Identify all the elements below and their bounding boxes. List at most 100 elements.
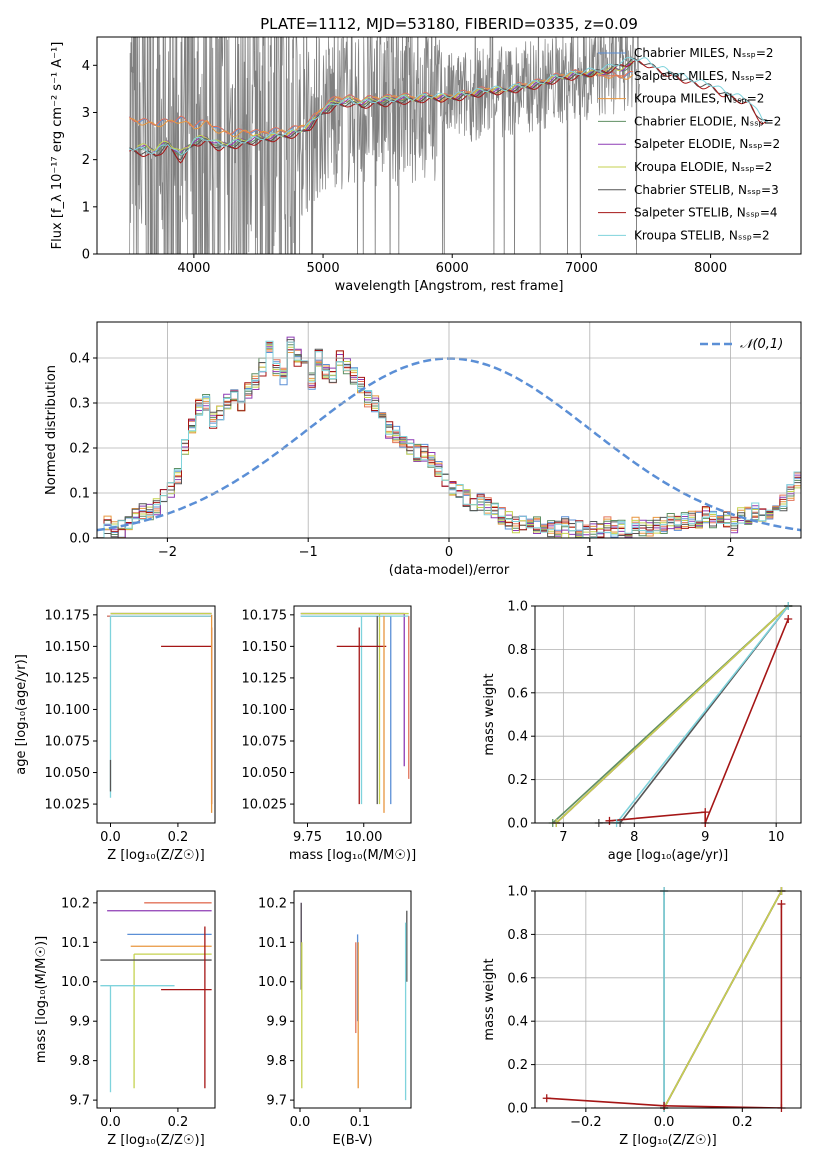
legend-label: Chabrier STELIB, Nₛₛₚ=3: [634, 183, 779, 197]
y-tick-label: 10.100: [242, 703, 288, 718]
x-tick-label: 10: [768, 830, 785, 845]
y-axis-label: age [log₁₀(age/yr)]: [14, 654, 29, 775]
y-tick-label: 0.6: [507, 686, 528, 701]
y-tick-label: 10.175: [242, 608, 288, 623]
y-tick-label: 10.0: [258, 975, 287, 990]
y-axis-label: Normed distribution: [44, 365, 59, 495]
figure-title: PLATE=1112, MJD=53180, FIBERID=0335, z=0…: [260, 15, 638, 33]
x-tick-label: 0.0: [290, 1115, 311, 1130]
y-axis-label: mass [log₁₀(M/M☉)]: [34, 936, 49, 1063]
legend-label: 𝒩(0,1): [740, 337, 783, 352]
y-tick-label: 0.0: [69, 532, 90, 547]
y-tick-label: 0.0: [507, 1102, 528, 1117]
y-tick-label: 10.050: [242, 766, 288, 781]
series-line-salpeter-stelib: [609, 618, 789, 823]
legend-label: Salpeter ELODIE, Nₛₛₚ=2: [634, 137, 780, 151]
x-axis-label: age [log₁₀(age/yr)]: [608, 848, 729, 863]
y-tick-label: 0.4: [69, 352, 90, 367]
model-line-salpeter-elodie: [136, 61, 634, 153]
mass_vs_Z-plot-area: [100, 902, 212, 1093]
y-tick-label: 10.125: [45, 671, 91, 686]
x-tick-label: 9.75: [293, 830, 322, 845]
observed-spectrum-line: [129, 37, 640, 254]
y-tick-label: 0.2: [69, 442, 90, 457]
y-tick-label: 10.150: [45, 640, 91, 655]
model-line-salpeter-miles: [128, 69, 634, 135]
age_vs_mass-panel: 9.75 10.00 10.025 10.050 10.075 10.100 10.125 1…: [242, 605, 416, 863]
y-tick-label: 0.2: [507, 773, 528, 788]
x-tick-label: 0.0: [100, 830, 121, 845]
axes-frame: [293, 890, 412, 1109]
y-tick-label: 1.0: [507, 600, 528, 615]
mass_weight_vs_Z-panel: −0.2 0.0 0.2 0.0 0.2 0.4 0.6 0.8 1.0 Z [log₁₀(Z/Z…: [482, 885, 802, 1148]
y-tick-label: 10.175: [45, 608, 91, 623]
y-tick-label: 9.9: [266, 1015, 287, 1030]
legend-label: Kroupa ELODIE, Nₛₛₚ=2: [634, 160, 772, 174]
legend-label: Kroupa MILES, Nₛₛₚ=2: [634, 92, 764, 106]
y-tick-label: 1.0: [507, 885, 528, 900]
series-line-salpeter-stelib: [546, 904, 783, 1108]
y-tick-label: 0: [82, 248, 90, 263]
x-tick-label: 5000: [307, 261, 340, 276]
y-tick-label: 10.075: [45, 734, 91, 749]
axes-frame: [534, 890, 802, 1109]
y-tick-label: 9.8: [266, 1054, 287, 1069]
y-tick-label: 10.050: [45, 766, 91, 781]
y-tick-label: 0.1: [69, 487, 90, 502]
x-tick-label: 9: [701, 830, 709, 845]
x-tick-label: 7: [559, 830, 567, 845]
model-line-kroupa-elodie: [136, 61, 634, 151]
x-axis-label: (data-model)/error: [389, 563, 510, 578]
x-tick-label: 10.00: [345, 830, 382, 845]
y-tick-label: 9.9: [69, 1015, 90, 1030]
y-tick-label: 10.100: [45, 703, 91, 718]
y-axis-label: Flux [f_λ 10⁻¹⁷ erg cm⁻² s⁻¹ A⁻¹]: [50, 42, 65, 250]
series-line-chabrier-stelib: [598, 606, 789, 823]
y-tick-label: 3: [82, 106, 90, 121]
y-tick-label: 10.150: [242, 640, 288, 655]
data-point-marker: [605, 816, 614, 825]
legend-label: Salpeter STELIB, Nₛₛₚ=4: [634, 206, 778, 220]
axes-frame: [96, 605, 216, 824]
axes-frame: [293, 605, 412, 824]
y-tick-label: 2: [82, 153, 90, 168]
axes-frame: [96, 36, 802, 255]
x-tick-label: 4000: [177, 261, 210, 276]
age_vs_mass-plot-area: [300, 612, 410, 813]
axes-frame: [96, 321, 802, 539]
y-axis-label: mass weight: [482, 958, 497, 1040]
legend-label: Chabrier ELODIE, Nₛₛₚ=2: [634, 114, 781, 128]
model-line-kroupa-miles: [129, 70, 634, 138]
series-line-kroupa-stelib: [615, 606, 789, 823]
y-tick-label: 1: [82, 200, 90, 215]
y-tick-label: 0.2: [507, 1058, 528, 1073]
series-line-kroupa-elodie: [663, 891, 783, 1108]
spectrum-panel: 4000 5000 6000 7000 8000 0 1 2 3 4 wavelength [Ang…: [50, 36, 802, 294]
data-point-marker: [784, 615, 793, 624]
legend-label: Kroupa STELIB, Nₛₛₚ=2: [634, 228, 770, 242]
y-tick-label: 10.1: [258, 936, 287, 951]
y-tick-label: 10.0: [61, 975, 90, 990]
y-tick-label: 0.3: [69, 397, 90, 412]
y-tick-label: 9.7: [266, 1094, 287, 1109]
residuals-panel: −2 −1 0 1 2 0.0 0.1 0.2 0.3 0.4 (data-model)/error…: [44, 321, 802, 578]
x-tick-label: 0.2: [168, 1115, 189, 1130]
x-axis-label: mass [log₁₀(M/M☉)]: [289, 848, 416, 863]
y-tick-label: 0.6: [507, 971, 528, 986]
y-tick-label: 0.4: [507, 730, 528, 745]
y-tick-label: 10.2: [258, 896, 287, 911]
x-axis-label: Z [log₁₀(Z/Z☉)]: [107, 1133, 204, 1148]
axes-frame: [96, 890, 216, 1109]
model-line-kroupa-stelib: [129, 56, 768, 155]
y-tick-label: 10.025: [45, 798, 91, 813]
y-tick-label: 10.2: [61, 896, 90, 911]
x-tick-label: 8: [630, 830, 638, 845]
y-tick-label: 0.4: [507, 1015, 528, 1030]
x-tick-label: 0.2: [732, 1115, 753, 1130]
legend-label: Salpeter MILES, Nₛₛₚ=2: [634, 69, 772, 83]
x-tick-label: 0.0: [100, 1115, 121, 1130]
mass_vs_ebv-plot-area: [300, 902, 408, 1101]
data-point-marker: [701, 808, 710, 817]
age_vs_Z-panel: 0.0 0.2 10.025 10.050 10.075 10.100 10.125 10.1…: [14, 605, 216, 863]
